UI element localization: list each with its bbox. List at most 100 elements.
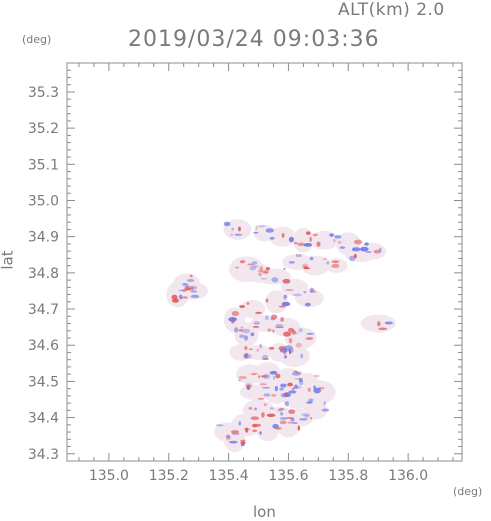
positive-echo bbox=[257, 272, 263, 277]
positive-echo bbox=[293, 370, 298, 373]
datetime-title: 2019/03/24 09:03:36 bbox=[128, 27, 380, 52]
positive-echo bbox=[266, 413, 276, 418]
negative-echo bbox=[253, 231, 259, 234]
negative-echo bbox=[265, 228, 275, 233]
negative-echo bbox=[333, 238, 336, 243]
positive-echo bbox=[261, 412, 265, 418]
positive-echo bbox=[249, 348, 253, 350]
positive-echo bbox=[250, 416, 260, 421]
positive-echo bbox=[275, 427, 282, 430]
positive-echo bbox=[253, 423, 262, 427]
negative-echo bbox=[234, 233, 243, 236]
negative-echo bbox=[288, 347, 294, 354]
positive-echo bbox=[282, 278, 291, 284]
positive-echo bbox=[243, 427, 251, 431]
positive-echo bbox=[377, 321, 381, 327]
negative-echo bbox=[179, 294, 183, 300]
positive-echo bbox=[297, 425, 301, 431]
negative-echo bbox=[191, 286, 194, 291]
positive-echo bbox=[262, 271, 268, 274]
negative-echo bbox=[240, 443, 245, 447]
positive-echo bbox=[257, 270, 266, 273]
positive-echo bbox=[256, 348, 260, 352]
negative-echo bbox=[352, 247, 361, 252]
negative-echo bbox=[243, 353, 252, 360]
positive-echo bbox=[258, 375, 261, 379]
negative-echo bbox=[254, 407, 257, 411]
negative-echo bbox=[274, 385, 279, 392]
negative-echo bbox=[229, 440, 238, 444]
negative-echo bbox=[261, 387, 271, 389]
positive-echo bbox=[312, 233, 318, 237]
negative-echo bbox=[249, 265, 257, 271]
positive-echo bbox=[190, 285, 198, 290]
positive-echo bbox=[322, 258, 328, 261]
positive-echo bbox=[239, 305, 246, 309]
negative-echo bbox=[291, 372, 301, 376]
positive-echo bbox=[278, 408, 285, 411]
positive-echo bbox=[265, 266, 271, 271]
negative-echo bbox=[323, 401, 326, 406]
positive-echo bbox=[284, 392, 289, 397]
positive-echo bbox=[373, 250, 376, 254]
negative-echo bbox=[279, 387, 284, 391]
y-tick-label: 34.7 bbox=[28, 302, 59, 318]
positive-echo bbox=[182, 296, 188, 299]
positive-echo bbox=[267, 328, 272, 333]
negative-echo bbox=[231, 433, 240, 435]
echo-area bbox=[255, 415, 280, 442]
y-tick-label: 34.5 bbox=[28, 374, 59, 390]
positive-echo bbox=[283, 331, 292, 337]
positive-echo bbox=[275, 373, 281, 379]
negative-echo bbox=[290, 418, 295, 422]
positive-echo bbox=[185, 287, 191, 291]
positive-echo bbox=[260, 375, 268, 378]
positive-echo bbox=[313, 374, 320, 378]
negative-echo bbox=[280, 383, 287, 388]
y-tick-label: 35.0 bbox=[28, 193, 59, 209]
positive-echo bbox=[285, 288, 294, 291]
negative-echo bbox=[360, 246, 369, 252]
positive-echo bbox=[238, 375, 247, 380]
positive-echo bbox=[316, 241, 321, 247]
negative-echo bbox=[239, 334, 245, 339]
negative-echo bbox=[263, 393, 271, 397]
y-tick-label: 34.9 bbox=[28, 230, 59, 246]
negative-echo bbox=[291, 422, 299, 424]
positive-echo bbox=[280, 316, 285, 322]
negative-echo bbox=[303, 242, 313, 247]
negative-echo bbox=[228, 317, 237, 322]
positive-echo bbox=[244, 345, 248, 350]
negative-echo bbox=[365, 251, 372, 254]
positive-echo bbox=[238, 226, 241, 232]
plot-frame bbox=[66, 62, 463, 462]
positive-echo bbox=[265, 298, 269, 303]
positive-echo bbox=[288, 327, 295, 333]
positive-echo bbox=[271, 393, 277, 397]
negative-echo bbox=[309, 287, 314, 293]
altitude-label: ALT(km) 2.0 bbox=[338, 0, 445, 20]
negative-echo bbox=[306, 332, 315, 335]
negative-echo bbox=[303, 291, 307, 294]
negative-echo bbox=[308, 398, 314, 402]
positive-echo bbox=[287, 382, 293, 387]
echo-area bbox=[300, 255, 330, 276]
negative-echo bbox=[215, 424, 224, 427]
negative-echo bbox=[301, 413, 311, 417]
y-tick-label: 34.8 bbox=[28, 266, 59, 282]
echo-area bbox=[253, 362, 282, 387]
x-tick-label: 135.2 bbox=[149, 468, 189, 484]
y-tick-label: 35.1 bbox=[28, 157, 59, 173]
positive-echo bbox=[288, 409, 296, 415]
positive-echo bbox=[255, 311, 262, 314]
positive-echo bbox=[245, 427, 249, 433]
negative-echo bbox=[260, 277, 268, 280]
positive-echo bbox=[305, 337, 314, 340]
negative-echo bbox=[259, 431, 262, 435]
echo-area bbox=[234, 322, 259, 347]
negative-echo bbox=[306, 332, 314, 335]
positive-echo bbox=[250, 373, 256, 376]
positive-echo bbox=[307, 387, 311, 392]
negative-echo bbox=[238, 379, 242, 382]
negative-echo bbox=[334, 235, 342, 239]
